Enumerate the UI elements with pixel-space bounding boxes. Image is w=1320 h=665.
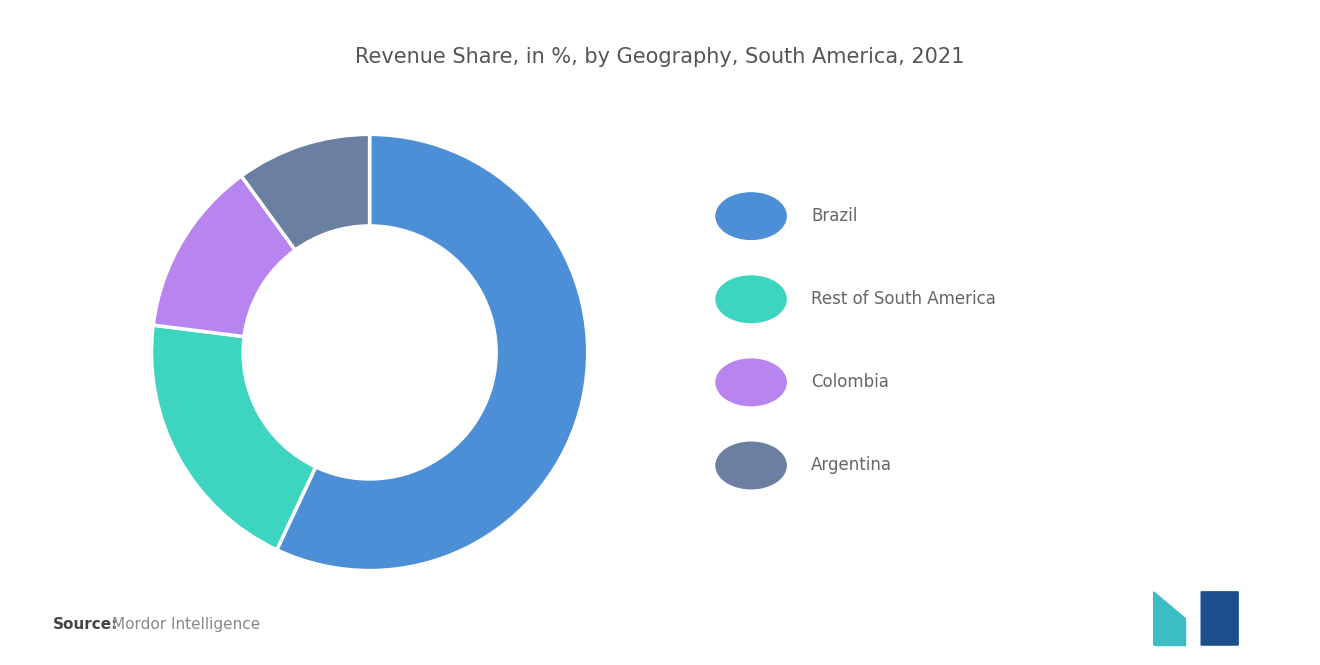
Polygon shape [1154, 592, 1185, 645]
Polygon shape [1201, 592, 1238, 645]
Text: Rest of South America: Rest of South America [812, 290, 997, 309]
Text: Revenue Share, in %, by Geography, South America, 2021: Revenue Share, in %, by Geography, South… [355, 47, 965, 66]
Text: Argentina: Argentina [812, 456, 892, 475]
Text: Mordor Intelligence: Mordor Intelligence [112, 616, 260, 632]
Wedge shape [277, 134, 587, 571]
Text: Colombia: Colombia [812, 373, 890, 392]
Polygon shape [1201, 592, 1238, 645]
Text: Brazil: Brazil [812, 207, 858, 225]
Circle shape [715, 193, 787, 239]
Polygon shape [1154, 618, 1185, 645]
Wedge shape [242, 134, 370, 250]
Text: Source:: Source: [53, 616, 119, 632]
Circle shape [715, 442, 787, 489]
Circle shape [715, 359, 787, 406]
Wedge shape [153, 176, 296, 336]
Circle shape [715, 276, 787, 323]
Wedge shape [152, 325, 315, 550]
